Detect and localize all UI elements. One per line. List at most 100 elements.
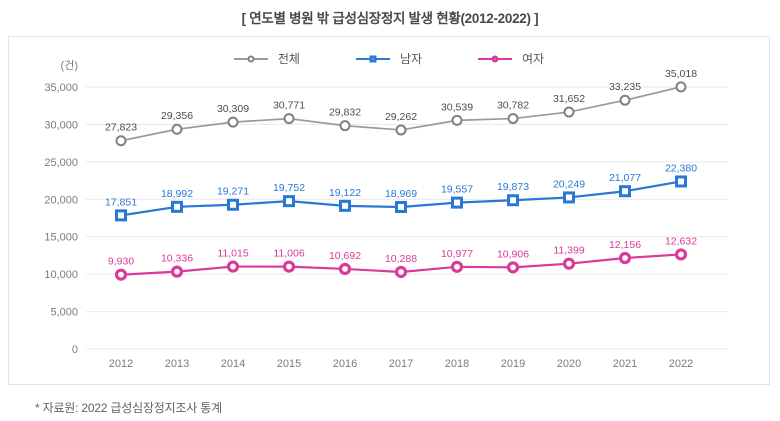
legend-label-female: 여자 (522, 52, 545, 66)
data-point-marker (338, 262, 352, 276)
data-point-label: 19,122 (329, 187, 361, 199)
data-point-marker (394, 265, 408, 279)
data-point-label: 19,752 (273, 182, 305, 194)
y-tick-label: 0 (72, 344, 78, 356)
data-point-marker (507, 113, 519, 125)
x-tick-label: 2022 (669, 358, 693, 370)
data-point-label: 18,992 (161, 188, 193, 200)
data-point-label: 29,356 (161, 110, 193, 122)
data-point-marker (451, 114, 463, 126)
data-point-label: 12,156 (609, 239, 641, 251)
data-point-marker (618, 251, 632, 265)
data-point-marker (282, 260, 296, 273)
data-point-label: 10,288 (385, 253, 417, 265)
data-point-marker (674, 248, 688, 261)
x-tick-label: 2016 (333, 358, 357, 370)
source-footnote: * 자료원: 2022 급성심장정지조사 통계 (35, 401, 222, 415)
data-point-label: 29,832 (329, 107, 361, 119)
data-point-marker (227, 198, 239, 211)
page-title: [ 연도별 병원 밖 급성심장정지 발생 현황(2012-2022) ] (241, 11, 539, 26)
total-line-swatch (233, 55, 268, 62)
data-point-marker (283, 195, 295, 208)
y-tick-label: 30,000 (44, 119, 78, 131)
chart-plot-area: 0 5,000 10,000 15,000 20,000 25,000 30,000 35,0… (44, 59, 728, 370)
data-point-label: 30,539 (441, 101, 473, 113)
data-point-marker (562, 257, 576, 270)
legend-item-total: 전체 (233, 50, 300, 67)
data-point-marker (675, 175, 687, 188)
data-point-marker (339, 199, 351, 212)
data-point-marker (171, 123, 183, 135)
data-point-marker (507, 194, 519, 207)
legend-label-male: 남자 (399, 52, 423, 66)
x-tick-label: 2013 (165, 358, 189, 370)
chart-legend: 전체 남자 여자 (9, 50, 769, 67)
data-point-label: 11,015 (217, 248, 248, 260)
data-point-label: 10,977 (441, 248, 473, 260)
data-point-marker (563, 191, 575, 204)
x-tick-label: 2020 (557, 358, 581, 370)
x-tick-label: 2015 (277, 358, 301, 370)
legend-item-female: 여자 (478, 50, 544, 67)
data-point-marker (395, 201, 407, 214)
data-point-marker (675, 81, 687, 93)
x-tick-label: 2019 (501, 358, 525, 370)
male-line-swatch (355, 55, 390, 62)
x-tick-label: 2014 (221, 358, 245, 370)
legend-label-total: 전체 (277, 52, 300, 66)
data-point-label: 10,336 (161, 253, 193, 265)
data-point-marker (619, 94, 631, 106)
data-point-label: 30,771 (273, 100, 305, 112)
data-point-label: 19,557 (441, 184, 473, 196)
data-point-label: 12,632 (665, 235, 697, 247)
data-point-marker (339, 120, 351, 132)
chart-card: 0 5,000 10,000 15,000 20,000 25,000 30,000 35,0… (8, 36, 770, 385)
data-point-label: 31,652 (553, 93, 585, 105)
y-tick-label: 15,000 (44, 232, 78, 244)
data-point-label: 21,077 (609, 172, 641, 184)
data-point-marker (506, 261, 520, 274)
data-point-label: 11,399 (553, 245, 584, 257)
data-point-label: 30,309 (217, 103, 249, 115)
data-point-label: 30,782 (497, 100, 529, 112)
data-point-marker (226, 260, 240, 273)
data-point-label: 10,906 (497, 248, 529, 260)
data-point-marker (114, 268, 128, 281)
data-point-label: 10,692 (329, 250, 361, 262)
data-point-label: 19,873 (497, 181, 529, 193)
data-point-marker (451, 196, 463, 209)
legend-item-male: 남자 (355, 50, 423, 67)
y-tick-label: 5,000 (50, 307, 78, 319)
data-point-label: 20,249 (553, 178, 585, 190)
data-point-label: 22,380 (665, 162, 697, 174)
x-tick-label: 2017 (389, 358, 413, 370)
female-marker-icon (491, 55, 499, 62)
data-point-marker (283, 113, 295, 125)
data-point-marker (395, 124, 407, 136)
x-tick-label: 2021 (613, 358, 637, 370)
data-point-label: 27,823 (105, 122, 137, 134)
data-point-label: 18,969 (385, 188, 417, 200)
data-point-label: 17,851 (105, 196, 137, 208)
y-tick-label: 20,000 (44, 194, 78, 206)
x-tick-label: 2018 (445, 358, 469, 370)
data-point-marker (115, 209, 127, 222)
y-tick-label: 10,000 (44, 269, 78, 281)
data-point-label: 11,006 (273, 248, 304, 260)
y-axis-unit-label: (건) (61, 59, 78, 72)
total-marker-icon (247, 55, 255, 62)
data-point-label: 29,262 (385, 111, 417, 123)
data-point-marker (563, 106, 575, 118)
female-line-swatch (478, 55, 513, 62)
data-point-label: 33,235 (609, 81, 641, 93)
data-point-label: 9,930 (108, 256, 134, 268)
data-point-marker (227, 116, 239, 128)
data-point-marker (170, 265, 184, 278)
data-point-marker (619, 185, 631, 198)
male-marker-icon (369, 55, 377, 62)
x-tick-label: 2012 (109, 358, 133, 370)
data-point-label: 19,271 (217, 186, 249, 198)
data-point-marker (171, 200, 183, 213)
data-point-label: 35,018 (665, 68, 697, 80)
y-tick-label: 25,000 (44, 157, 78, 169)
